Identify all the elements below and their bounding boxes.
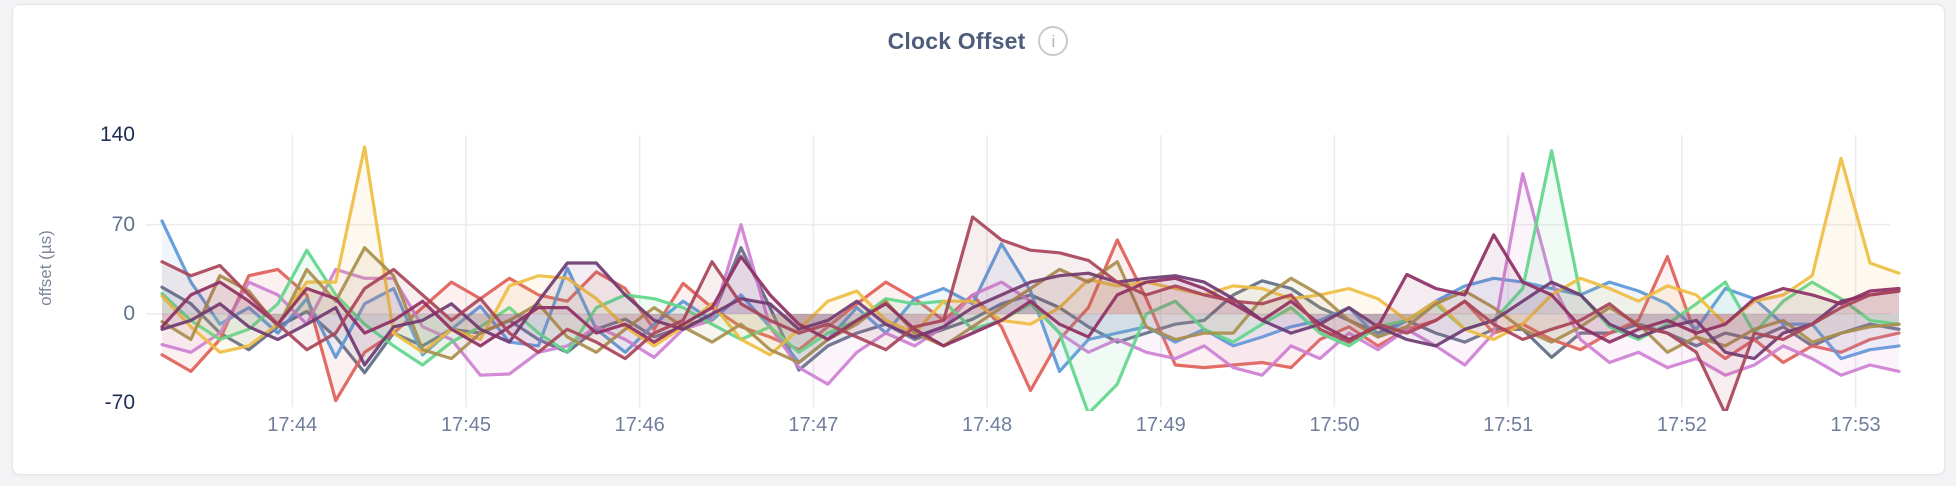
chart-header: Clock Offset i (0, 26, 1956, 56)
series-blue-area (162, 220, 1899, 372)
y-tick-label: 0 (123, 302, 135, 325)
series-maroon-area (162, 217, 1899, 411)
series-red-area (162, 240, 1899, 401)
x-tick-label: 17:47 (788, 414, 839, 436)
x-tick-label: 17:45 (440, 414, 491, 436)
series-purple-line (160, 261, 1901, 367)
y-tick-label: 140 (99, 123, 135, 147)
info-icon[interactable]: i (1038, 26, 1069, 56)
series-plum-area (162, 234, 1899, 346)
series-green-line (160, 149, 1901, 411)
series-plum-line (160, 233, 1901, 348)
series-red-line (160, 238, 1901, 403)
series-purple-area (162, 263, 1899, 365)
series-olive-line (160, 246, 1901, 365)
series-maroon-line (160, 215, 1901, 411)
x-tick-label: 17:48 (962, 414, 1013, 436)
y-tick-label: 70 (111, 212, 135, 236)
chart-title: Clock Offset (887, 27, 1026, 54)
x-tick-label: 17:44 (267, 414, 318, 436)
series-gold-area (162, 146, 1899, 355)
x-tick-label: 17:52 (1656, 414, 1707, 436)
x-tick-label: 17:53 (1830, 414, 1881, 436)
y-axis-title: offset (µs) (36, 230, 55, 306)
y-tick-label: -70 (104, 391, 135, 415)
x-tick-label: 17:46 (614, 414, 665, 436)
x-tick-label: 17:49 (1135, 414, 1186, 436)
x-tick-label: 17:50 (1309, 414, 1360, 436)
info-icon-glyph: i (1051, 31, 1056, 51)
series-orchid-area (162, 173, 1899, 385)
x-tick-label: 17:51 (1483, 414, 1534, 436)
